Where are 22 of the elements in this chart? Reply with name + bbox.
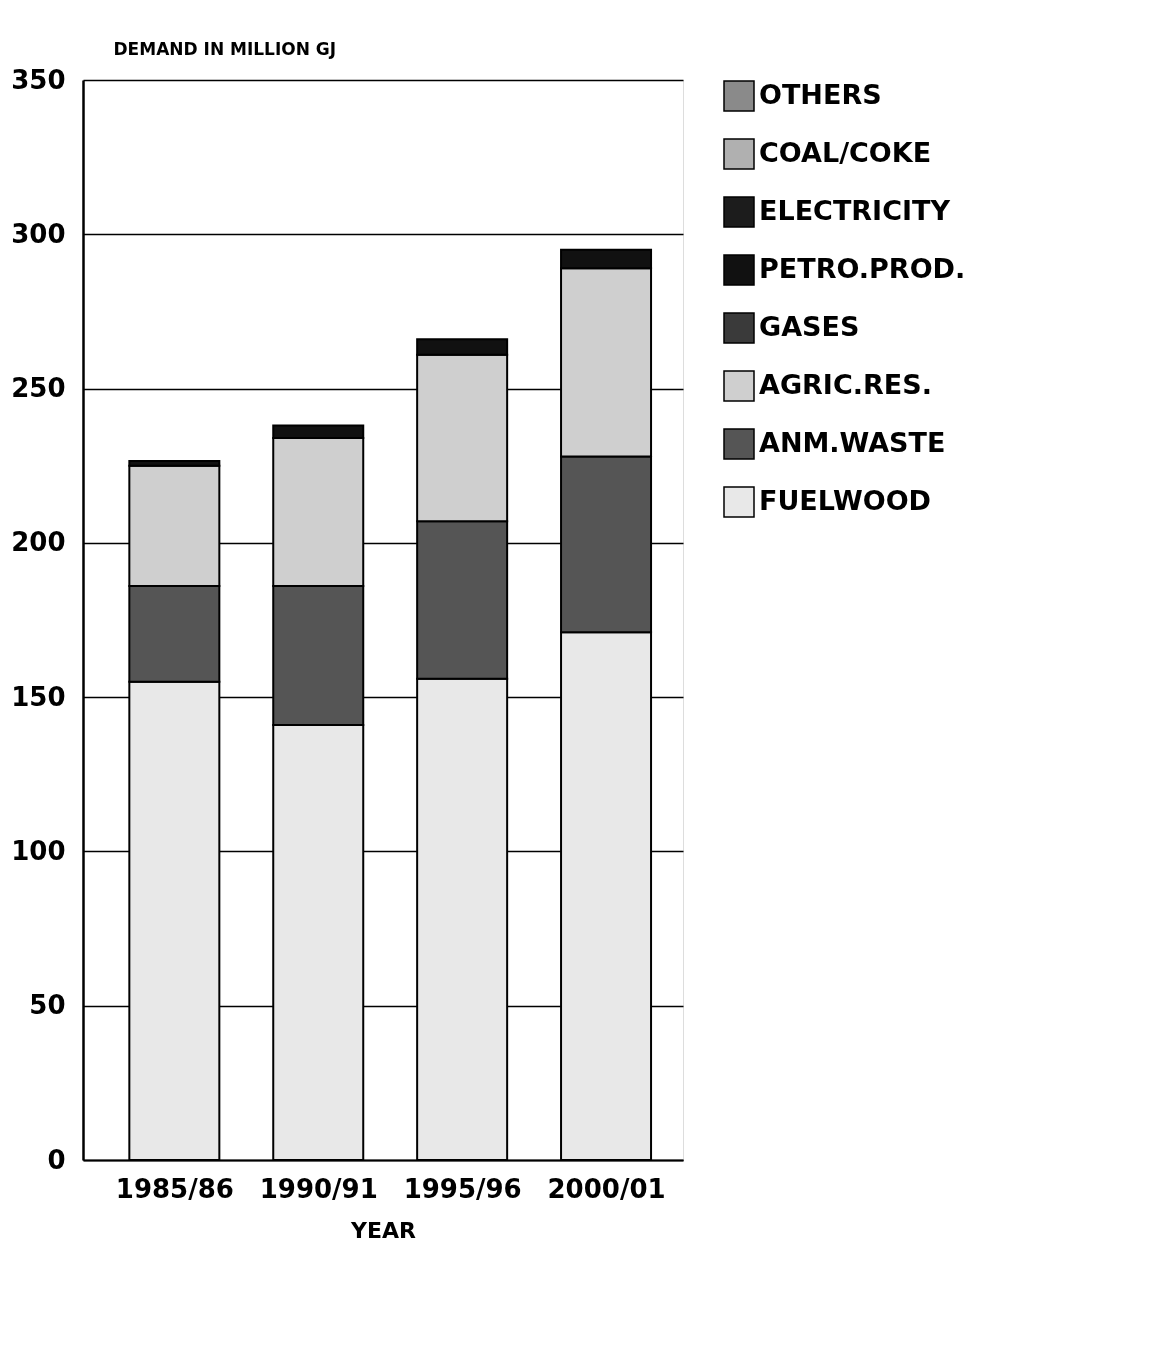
x-tick-label: 2000/01 bbox=[547, 1173, 666, 1204]
legend-label: AGRIC.RES. bbox=[759, 369, 932, 400]
y-tick-label: 0 bbox=[47, 1144, 66, 1175]
x-tick-label: 1985/86 bbox=[115, 1173, 234, 1204]
x-tick-label: 1990/91 bbox=[259, 1173, 378, 1204]
legend-label: ELECTRICITY bbox=[759, 195, 951, 226]
y-tick-label: 250 bbox=[11, 373, 66, 404]
y-tick-label: 100 bbox=[11, 835, 66, 866]
y-tick-label: 150 bbox=[11, 681, 66, 712]
x-tick-label: 1995/96 bbox=[403, 1173, 522, 1204]
y-tick-label: 50 bbox=[29, 990, 66, 1021]
y-axis-title: DEMAND IN MILLION GJ bbox=[113, 38, 337, 59]
legend-label: OTHERS bbox=[759, 79, 882, 110]
legend-label: GASES bbox=[759, 311, 860, 342]
y-tick-label: 300 bbox=[11, 218, 66, 249]
x-axis-title: YEAR bbox=[350, 1217, 417, 1243]
legend-label: COAL/COKE bbox=[759, 137, 932, 168]
legend-label: ANM.WASTE bbox=[759, 427, 946, 458]
legend-label: FUELWOOD bbox=[759, 485, 932, 516]
legend-label: PETRO.PROD. bbox=[759, 253, 966, 284]
y-tick-label: 350 bbox=[11, 64, 66, 95]
y-tick-label: 200 bbox=[11, 527, 66, 558]
